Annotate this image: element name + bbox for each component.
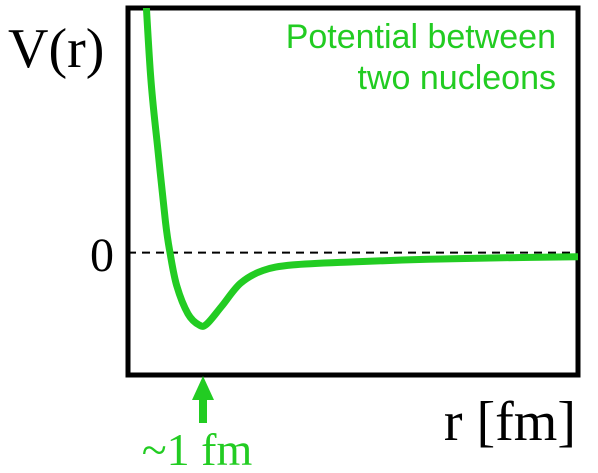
curve-label-line-2: two nucleons xyxy=(358,59,556,97)
y-axis-label: V(r) xyxy=(8,18,104,80)
plot-frame xyxy=(125,5,581,378)
x-axis-label: r [fm] xyxy=(444,391,576,453)
minimum-arrow-icon xyxy=(192,376,214,423)
y-tick-label-zero: 0 xyxy=(90,229,114,282)
potential-curve-series xyxy=(142,8,578,330)
minimum-marker-label: ~1 fm xyxy=(142,424,253,473)
curve-label-line-1: Potential between xyxy=(286,18,556,56)
